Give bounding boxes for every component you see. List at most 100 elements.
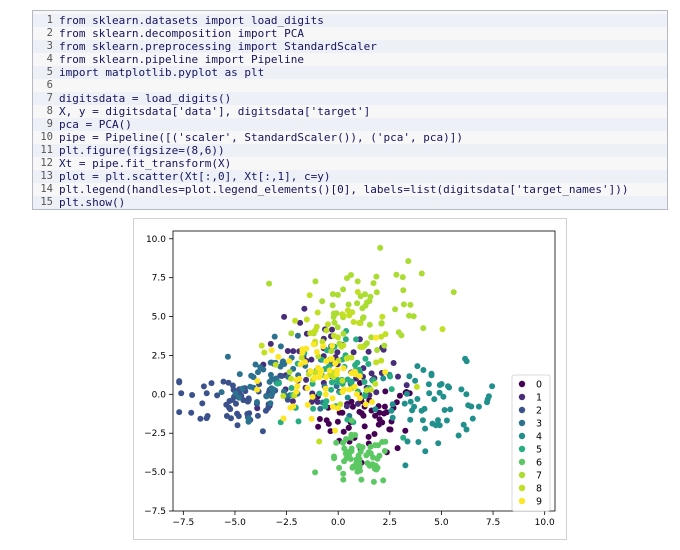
- code-line[interactable]: 3 from sklearn.preprocessing import Stand…: [33, 40, 667, 53]
- scatter-point-0: [371, 431, 378, 437]
- scatter-point-8: [272, 361, 279, 368]
- scatter-point-7: [373, 273, 380, 280]
- scatter-point-9: [287, 404, 294, 411]
- code-line[interactable]: 6: [33, 79, 667, 92]
- code-line[interactable]: 2 from sklearn.decomposition import PCA: [33, 27, 667, 40]
- scatter-point-0: [349, 403, 356, 410]
- scatter-point-7: [378, 320, 385, 327]
- scatter-point-6: [342, 450, 349, 457]
- scatter-point-1: [289, 398, 296, 405]
- scatter-point-9: [293, 377, 300, 383]
- code-line[interactable]: 14 plt.legend(handles=plot.legend_element…: [33, 183, 667, 196]
- scatter-points: [176, 244, 496, 485]
- scatter-point-0: [402, 427, 409, 434]
- scatter-point-0: [327, 428, 334, 435]
- scatter-point-8: [339, 377, 346, 384]
- code-text: from sklearn.preprocessing import Standa…: [59, 40, 377, 53]
- scatter-point-4: [422, 425, 429, 432]
- scatter-point-1: [354, 400, 361, 407]
- scatter-point-3: [245, 418, 252, 425]
- scatter-point-7: [340, 286, 347, 293]
- scatter-point-7: [331, 319, 338, 326]
- code-text: plot = plt.scatter(Xt[:,0], Xt[:,1], c=y…: [59, 170, 331, 183]
- code-line[interactable]: 15 plt.show(): [33, 196, 667, 209]
- scatter-point-2: [233, 400, 239, 407]
- scatter-point-4: [426, 390, 433, 397]
- scatter-point-2: [208, 380, 215, 387]
- scatter-point-2: [214, 392, 221, 399]
- code-line[interactable]: 8 X, y = digitsdata['data'], digitsdata['…: [33, 105, 667, 118]
- scatter-point-3: [232, 390, 239, 397]
- scatter-point-2: [246, 410, 253, 417]
- code-cell[interactable]: 1 from sklearn.datasets import load_digit…: [32, 10, 668, 210]
- legend-label: 8: [536, 484, 542, 495]
- scatter-point-8: [306, 292, 313, 299]
- scatter-point-2: [225, 379, 232, 386]
- scatter-point-8: [350, 319, 357, 325]
- scatter-point-1: [314, 399, 321, 405]
- scatter-point-4: [463, 358, 470, 365]
- code-line[interactable]: 13 plot = plt.scatter(Xt[:,0], Xt[:,1], c…: [33, 170, 667, 183]
- scatter-point-7: [362, 291, 368, 298]
- scatter-point-9: [326, 367, 333, 374]
- scatter-point-9: [340, 386, 347, 393]
- scatter-point-4: [425, 381, 432, 388]
- code-line[interactable]: 1 from sklearn.datasets import load_digit…: [33, 14, 667, 27]
- scatter-point-7: [450, 289, 457, 296]
- scatter-point-7: [374, 347, 381, 353]
- scatter-point-2: [188, 409, 195, 416]
- scatter-point-3: [255, 369, 261, 376]
- scatter-point-8: [288, 375, 295, 382]
- code-line[interactable]: 5 import matplotlib.pyplot as plt: [33, 66, 667, 79]
- scatter-point-8: [372, 380, 379, 387]
- scatter-point-3: [267, 400, 274, 407]
- code-line[interactable]: 4 from sklearn.pipeline import Pipeline: [33, 53, 667, 66]
- line-number: 11: [40, 144, 53, 156]
- scatter-point-7: [393, 271, 400, 278]
- scatter-point-4: [484, 396, 491, 403]
- legend-label: 3: [536, 419, 542, 430]
- scatter-point-9: [382, 369, 389, 376]
- scatter-point-0: [345, 424, 352, 431]
- code-line[interactable]: 12 Xt = pipe.fit_transform(X): [33, 157, 667, 170]
- scatter-point-9: [351, 383, 358, 390]
- scatter-point-8: [307, 330, 314, 337]
- scatter-point-1: [329, 326, 335, 333]
- scatter-point-9: [320, 343, 327, 350]
- plot-axes-frame: [172, 230, 556, 512]
- scatter-point-9: [346, 386, 353, 393]
- code-line[interactable]: 9 pca = PCA(): [33, 118, 667, 131]
- line-number: 4: [46, 53, 53, 65]
- code-line[interactable]: 7 digitsdata = load_digits(): [33, 92, 667, 105]
- code-line[interactable]: 10 pipe = Pipeline([('scaler', StandardSc…: [33, 131, 667, 144]
- scatter-point-1: [390, 360, 397, 366]
- scatter-point-8: [292, 317, 299, 324]
- scatter-point-1: [254, 405, 261, 412]
- legend: 0 1 2 3 4 5 6 7 8 9: [511, 374, 551, 512]
- line-number: 10: [40, 131, 53, 143]
- scatter-point-8: [319, 338, 326, 345]
- scatter-point-4: [344, 394, 351, 401]
- scatter-point-0: [382, 388, 389, 395]
- scatter-point-1: [267, 340, 274, 347]
- scatter-point-4: [489, 383, 496, 390]
- scatter-point-9: [322, 385, 329, 392]
- scatter-point-9: [334, 405, 341, 412]
- line-number: 12: [40, 157, 53, 169]
- scatter-point-9: [334, 367, 341, 373]
- scatter-point-4: [460, 421, 467, 428]
- scatter-point-9: [316, 374, 323, 381]
- scatter-point-6: [331, 453, 337, 460]
- code-line[interactable]: 11 plt.figure(figsize=(8,6)): [33, 144, 667, 157]
- x-tick-label: 2.5: [383, 518, 397, 528]
- scatter-point-8: [378, 333, 385, 340]
- scatter-point-6: [359, 444, 366, 451]
- scatter-point-8: [335, 334, 341, 341]
- scatter-point-4: [406, 373, 413, 380]
- scatter-point-7: [345, 301, 352, 308]
- scatter-point-5: [387, 373, 394, 380]
- line-number: 3: [46, 40, 53, 52]
- code-text: from sklearn.pipeline import Pipeline: [59, 53, 305, 66]
- legend-label: 1: [536, 393, 542, 404]
- scatter-point-3: [257, 364, 264, 371]
